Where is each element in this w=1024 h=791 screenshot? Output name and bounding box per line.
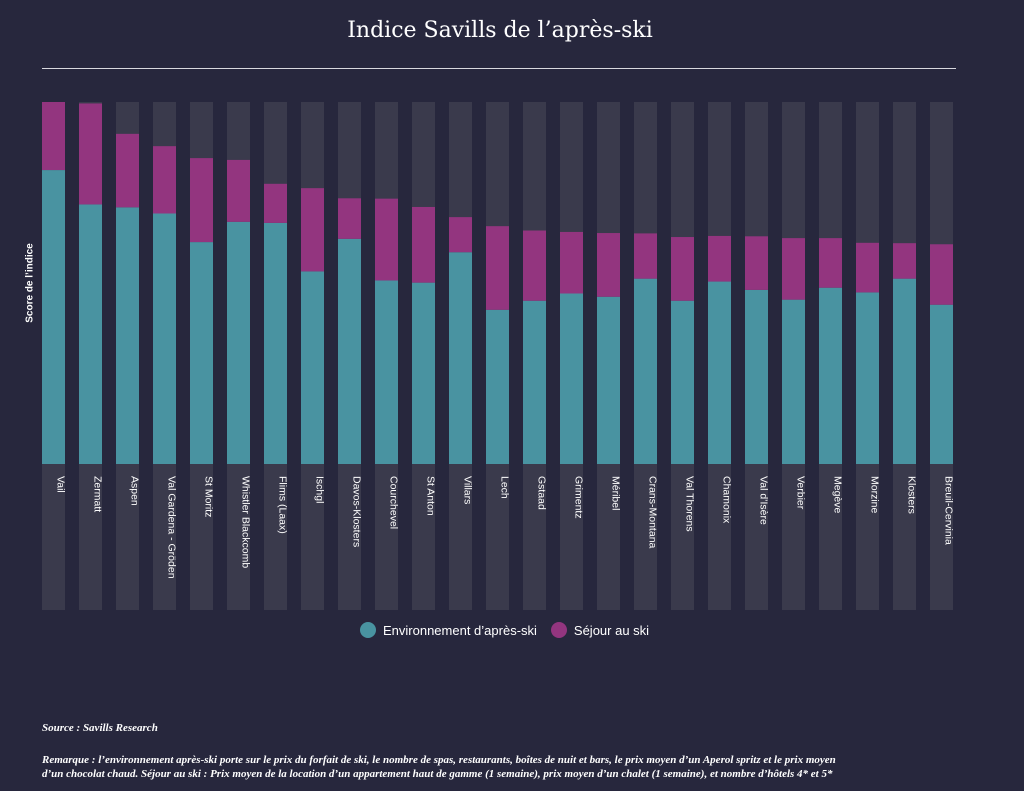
bar-stay-morzine — [856, 242, 879, 293]
bar-stay-crans-montana — [634, 233, 657, 279]
bar-stay-val-thorens — [671, 237, 694, 301]
legend-label-stay: Séjour au ski — [573, 622, 650, 638]
x-tick-label-villars: Villars — [462, 476, 474, 504]
bar-stay-zermatt — [79, 103, 102, 205]
bar-environment-chamonix — [708, 281, 731, 464]
bar-environment-morzine — [856, 292, 879, 464]
bar-stay-verbier — [782, 238, 805, 300]
bar-environment-val-thorens — [671, 300, 694, 464]
x-tick-label-crans-montana: Crans-Montana — [647, 476, 659, 549]
bar-environment-vail — [42, 170, 65, 464]
bar-environment-verbier — [782, 299, 805, 464]
bar-stay-courchevel — [375, 198, 398, 281]
bar-environment-villars — [449, 252, 472, 464]
legend: Environnement d’après-ski Séjour au ski — [360, 622, 663, 638]
bar-stay-davos-klosters — [338, 198, 361, 239]
x-tick-label-zermatt: Zermatt — [92, 476, 104, 512]
x-tick-label-meg-ve: Megève — [832, 476, 844, 514]
bar-environment-lech — [486, 309, 509, 464]
legend-item-stay: Séjour au ski — [550, 622, 650, 638]
x-tick-label-morzine: Morzine — [869, 476, 881, 514]
bar-environment-st-anton — [412, 282, 435, 464]
x-tick-label-st-anton: St Anton — [425, 476, 437, 516]
legend-swatch-stay — [550, 622, 567, 638]
x-tick-label-flims-laax-: Flims (Laax) — [277, 476, 289, 534]
x-tick-label-klosters: Klosters — [906, 476, 918, 514]
bar-environment-val-d-is-re — [745, 289, 768, 464]
x-tick-label-grimentz: Grimentz — [573, 476, 585, 519]
x-tick-label-aspen: Aspen — [129, 476, 141, 506]
x-tick-label-chamonix: Chamonix — [721, 476, 733, 524]
x-tick-label-verbier: Verbier — [795, 476, 807, 510]
bar-stay-m-ribel — [597, 233, 620, 297]
bar-stay-meg-ve — [819, 238, 842, 288]
legend-swatch-environment — [360, 622, 376, 638]
bar-environment-meg-ve — [819, 287, 842, 464]
bar-environment-ischgl — [301, 271, 324, 464]
legend-item-environment: Environnement d’après-ski — [360, 622, 537, 638]
bar-environment-gstaad — [523, 300, 546, 464]
bar-environment-zermatt — [79, 204, 102, 465]
x-tick-label-gstaad: Gstaad — [536, 476, 548, 510]
bar-stay-val-gardena-gr-den — [153, 146, 176, 214]
x-tick-label-whistler-blackcomb: Whistler Blackcomb — [240, 476, 252, 568]
bar-stay-whistler-blackcomb — [227, 159, 250, 222]
chart-title: Indice Savills de l’après-ski — [347, 18, 653, 43]
x-tick-label-val-gardena-gr-den: Val Gardena - Gröden — [166, 476, 178, 579]
x-tick-label-courchevel: Courchevel — [388, 476, 400, 529]
x-tick-label-st-moritz: St Moritz — [203, 476, 215, 517]
bar-environment-m-ribel — [597, 296, 620, 464]
remark-note: Remarque : l’environnement après-ski por… — [42, 753, 972, 781]
bar-environment-klosters — [893, 278, 916, 464]
bar-stay-gstaad — [523, 230, 546, 301]
bar-environment-courchevel — [375, 280, 398, 464]
bar-stay-ischgl — [301, 188, 324, 272]
source-note: Source : Savills Research — [42, 722, 158, 734]
x-tick-label-vail: Vail — [55, 476, 67, 493]
bar-stay-vail — [42, 102, 65, 171]
title-divider — [42, 68, 956, 69]
bar-stay-breuil-cervinia — [930, 244, 953, 305]
x-tick-label-davos-klosters: Davos-Klosters — [351, 476, 363, 547]
x-tick-label-ischgl: Ischgl — [314, 476, 326, 503]
bar-environment-crans-montana — [634, 278, 657, 464]
x-tick-label-m-ribel: Méribel — [610, 476, 622, 510]
legend-label-environment: Environnement d’après-ski — [383, 622, 537, 638]
remark-line-1: Remarque : l’environnement après-ski por… — [42, 754, 836, 766]
bar-environment-flims-laax- — [264, 222, 287, 464]
remark-line-2: d’un chocolat chaud. Séjour au ski : Pri… — [42, 768, 833, 780]
bar-stay-st-anton — [412, 206, 435, 283]
bar-stay-st-moritz — [190, 158, 213, 243]
bar-stay-villars — [449, 217, 472, 253]
bar-environment-davos-klosters — [338, 238, 361, 464]
bar-environment-whistler-blackcomb — [227, 221, 250, 464]
bar-stay-val-d-is-re — [745, 236, 768, 290]
x-tick-label-val-d-is-re: Val d’Isère — [758, 476, 770, 525]
bar-stay-aspen — [116, 133, 139, 208]
x-tick-label-lech: Lech — [499, 476, 511, 499]
bar-stay-klosters — [893, 243, 916, 279]
x-tick-label-val-thorens: Val Thorens — [684, 476, 696, 532]
bar-stay-lech — [486, 226, 509, 310]
bar-stay-grimentz — [560, 231, 583, 294]
bar-environment-st-moritz — [190, 242, 213, 464]
bar-environment-val-gardena-gr-den — [153, 213, 176, 464]
bar-environment-grimentz — [560, 293, 583, 464]
bar-environment-aspen — [116, 207, 139, 465]
bar-stay-flims-laax- — [264, 183, 287, 223]
x-tick-label-breuil-cervinia: Breuil-Cervinia — [943, 476, 955, 545]
bar-stay-chamonix — [708, 235, 731, 282]
bar-environment-breuil-cervinia — [930, 304, 953, 464]
